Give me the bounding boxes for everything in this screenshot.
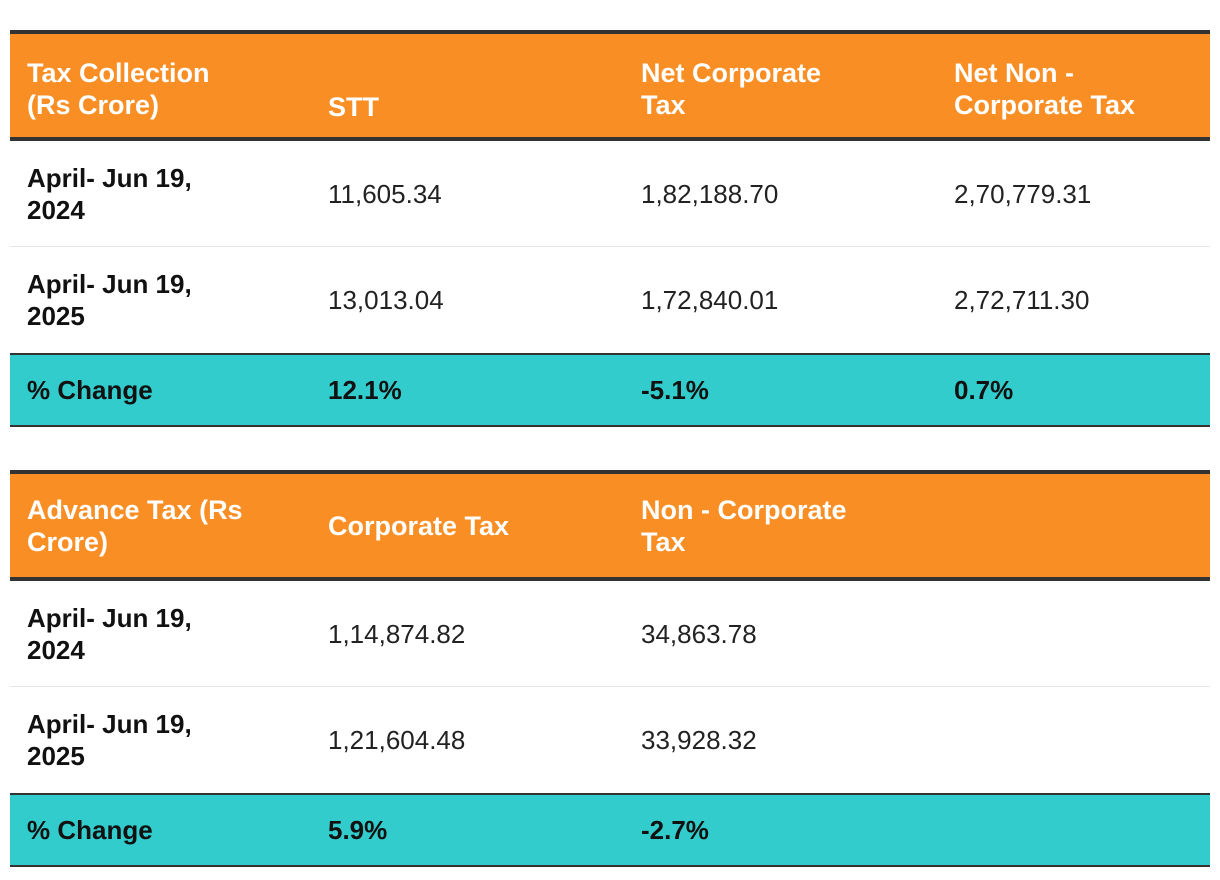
- change-label: % Change: [27, 815, 153, 845]
- change-value: -5.1%: [641, 375, 709, 405]
- table-row: April- Jun 19, 2025 13,013.04 1,72,840.0…: [10, 247, 1210, 353]
- header-cell: STT: [311, 91, 624, 137]
- percent-change-row: % Change 5.9% -2.7%: [10, 793, 1210, 867]
- header-label: STT: [328, 92, 379, 122]
- row-label-text: April- Jun 19, 2024: [27, 162, 192, 225]
- header-cell: Corporate Tax: [311, 510, 624, 542]
- change-label: % Change: [27, 375, 153, 405]
- header-label: Corporate Tax: [328, 510, 510, 541]
- header-cell: Advance Tax (Rs Crore): [10, 494, 311, 558]
- table-cell: 33,928.32: [641, 725, 757, 755]
- table-cell: 1,14,874.82: [328, 618, 466, 649]
- header-cell: Net Non - Corporate Tax: [937, 57, 1210, 121]
- table-cell: 11,605.34: [328, 178, 442, 209]
- change-value: 5.9%: [328, 815, 388, 845]
- table-header-row: Advance Tax (Rs Crore) Corporate Tax Non…: [10, 470, 1210, 581]
- header-label: Non - Corporate Tax: [641, 494, 847, 557]
- table-cell: 1,72,840.01: [641, 285, 779, 315]
- header-cell: Non - Corporate Tax: [624, 494, 937, 558]
- tax-collection-table: Tax Collection (Rs Crore) STT Net Corpor…: [10, 30, 1210, 427]
- table-row: April- Jun 19, 2024 1,14,874.82 34,863.7…: [10, 581, 1210, 687]
- row-label-text: April- Jun 19, 2025: [27, 269, 192, 331]
- row-label: April- Jun 19, 2024: [10, 162, 311, 226]
- header-label: Tax Collection (Rs Crore): [27, 57, 210, 120]
- row-label-text: April- Jun 19, 2025: [27, 709, 192, 771]
- header-label: Net Corporate Tax: [641, 57, 822, 120]
- row-label: April- Jun 19, 2024: [10, 602, 311, 666]
- table-cell: 34,863.78: [641, 618, 757, 649]
- row-label-text: April- Jun 19, 2024: [27, 602, 192, 665]
- change-value: 0.7%: [954, 375, 1014, 405]
- table-cell: 1,82,188.70: [641, 178, 779, 209]
- percent-change-row: % Change 12.1% -5.1% 0.7%: [10, 353, 1210, 427]
- row-label: April- Jun 19, 2025: [10, 268, 311, 332]
- header-label: Advance Tax (Rs Crore): [27, 494, 243, 557]
- table-cell: 1,21,604.48: [328, 725, 466, 755]
- advance-tax-table: Advance Tax (Rs Crore) Corporate Tax Non…: [10, 470, 1210, 867]
- table-cell: 13,013.04: [328, 285, 444, 315]
- table-cell: 2,72,711.30: [954, 285, 1090, 315]
- header-cell: Tax Collection (Rs Crore): [10, 57, 311, 121]
- table-cell: 2,70,779.31: [954, 178, 1092, 209]
- header-label: Net Non - Corporate Tax: [954, 57, 1136, 120]
- change-value: 12.1%: [328, 375, 402, 405]
- change-value: -2.7%: [641, 815, 709, 845]
- table-row: April- Jun 19, 2025 1,21,604.48 33,928.3…: [10, 687, 1210, 793]
- header-cell: Net Corporate Tax: [624, 57, 937, 121]
- table-row: April- Jun 19, 2024 11,605.34 1,82,188.7…: [10, 141, 1210, 247]
- row-label: April- Jun 19, 2025: [10, 708, 311, 772]
- table-header-row: Tax Collection (Rs Crore) STT Net Corpor…: [10, 30, 1210, 141]
